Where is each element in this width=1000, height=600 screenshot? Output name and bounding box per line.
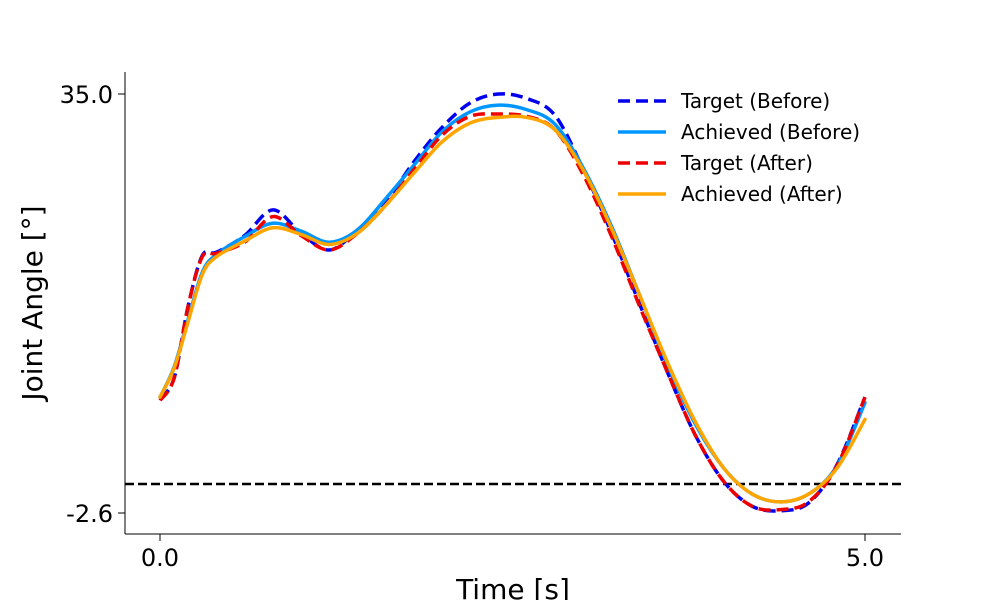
legend: Target (Before) Achieved (Before) Target (… xyxy=(618,89,860,206)
y-tick-label: 35.0 xyxy=(60,81,113,109)
legend-label: Target (After) xyxy=(680,151,813,175)
axes xyxy=(124,72,901,535)
ticks-layer: 0.0 5.0 35.0 -2.6 xyxy=(60,81,885,572)
y-axis-title: Joint Angle [°] xyxy=(16,205,49,402)
legend-label: Achieved (Before) xyxy=(681,120,860,144)
series-line-achieved-after xyxy=(158,114,867,504)
series-layer xyxy=(158,92,867,513)
y-tick-label: -2.6 xyxy=(66,500,113,528)
x-axis-title: Time [s] xyxy=(455,573,570,600)
x-tick-label: 5.0 xyxy=(846,544,884,572)
x-tick-label: 0.0 xyxy=(141,544,179,572)
legend-label: Achieved (After) xyxy=(681,182,843,206)
legend-label: Target (Before) xyxy=(680,89,830,113)
